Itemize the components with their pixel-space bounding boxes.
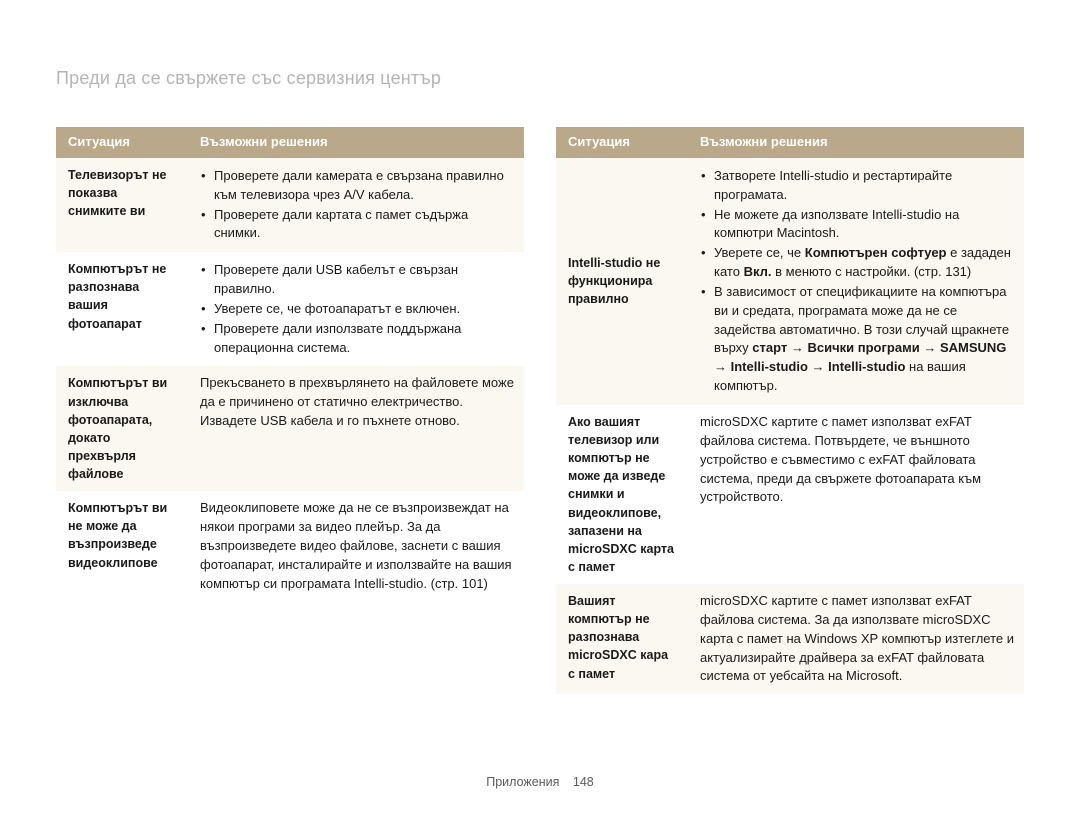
situation-cell: Компютърът ви не може да възпроизведе ви… xyxy=(56,491,188,601)
solutions-text: microSDXC картите с памет използват exFA… xyxy=(700,413,1014,507)
two-column-layout: Ситуация Възможни решения Телевизорът не… xyxy=(56,127,1024,694)
solutions-cell: Видеоклиповете може да не се възпроизвеж… xyxy=(188,491,524,601)
table-header-row: Ситуация Възможни решения xyxy=(556,127,1024,158)
right-table: Ситуация Възможни решения Intelli-studio… xyxy=(556,127,1024,694)
solutions-cell: microSDXC картите с памет използват exFA… xyxy=(688,584,1024,694)
header-solutions: Възможни решения xyxy=(188,127,524,158)
page-number: 148 xyxy=(573,775,594,789)
solutions-cell: Проверете дали USB кабелът е свързан пра… xyxy=(188,252,524,366)
table-row: Ако вашият телевизор или компютър не мож… xyxy=(556,405,1024,584)
situation-cell: Ако вашият телевизор или компютър не мож… xyxy=(556,405,688,584)
situation-cell: Вашият компютър не разпознава microSDXC … xyxy=(556,584,688,694)
situation-cell: Телевизорът не показва снимките ви xyxy=(56,158,188,252)
solutions-text: Прекъсването в прехвърлянето на файловет… xyxy=(200,374,514,431)
left-column: Ситуация Възможни решения Телевизорът не… xyxy=(56,127,524,694)
header-situation: Ситуация xyxy=(56,127,188,158)
table-row: Компютърът ви не може да възпроизведе ви… xyxy=(56,491,524,601)
list-item: Уверете се, че фотоапаратът е включен. xyxy=(200,300,514,319)
table-row: Intelli-studio не функционира правилно З… xyxy=(556,158,1024,405)
header-solutions: Възможни решения xyxy=(688,127,1024,158)
table-header-row: Ситуация Възможни решения xyxy=(56,127,524,158)
list-item: Проверете дали картата с памет съдържа с… xyxy=(200,206,514,244)
table-row: Вашият компютър не разпознава microSDXC … xyxy=(556,584,1024,694)
page-footer: Приложения 148 xyxy=(0,775,1080,789)
solutions-cell: microSDXC картите с памет използват exFA… xyxy=(688,405,1024,584)
table-row: Компютърът не разпознава вашия фотоапара… xyxy=(56,252,524,366)
solutions-cell: Проверете дали камерата е свързана прави… xyxy=(188,158,524,252)
page-root: Преди да се свържете със сервизния центъ… xyxy=(0,0,1080,694)
left-table: Ситуация Възможни решения Телевизорът не… xyxy=(56,127,524,601)
solutions-cell: Прекъсването в прехвърлянето на файловет… xyxy=(188,366,524,491)
table-row: Телевизорът не показва снимките ви Прове… xyxy=(56,158,524,252)
list-item: Проверете дали използвате поддържана опе… xyxy=(200,320,514,358)
solutions-text: microSDXC картите с памет използват exFA… xyxy=(700,592,1014,686)
situation-cell: Компютърът не разпознава вашия фотоапара… xyxy=(56,252,188,366)
situation-cell: Intelli-studio не функционира правилно xyxy=(556,158,688,405)
situation-cell: Компютърът ви изключва фотоапарата, дока… xyxy=(56,366,188,491)
page-title: Преди да се свържете със сервизния центъ… xyxy=(56,68,1024,89)
footer-label: Приложения xyxy=(486,775,559,789)
list-item: Проверете дали USB кабелът е свързан пра… xyxy=(200,261,514,299)
header-situation: Ситуация xyxy=(556,127,688,158)
solutions-cell: Затворете Intelli-studio и рестартирайте… xyxy=(688,158,1024,405)
right-column: Ситуация Възможни решения Intelli-studio… xyxy=(556,127,1024,694)
solutions-text: Видеоклиповете може да не се възпроизвеж… xyxy=(200,499,514,593)
table-row: Компютърът ви изключва фотоапарата, дока… xyxy=(56,366,524,491)
list-item: Проверете дали камерата е свързана прави… xyxy=(200,167,514,205)
